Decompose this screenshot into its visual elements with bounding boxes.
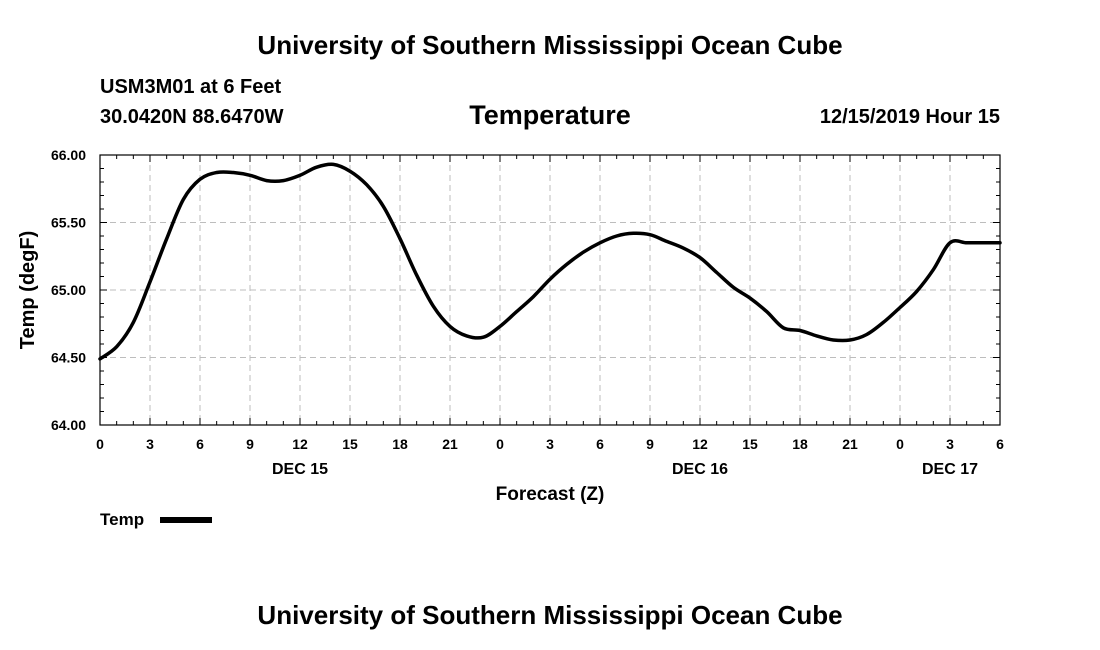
grid-lines: [100, 155, 1000, 425]
x-tick-label: 21: [442, 436, 458, 452]
date-label: DEC 17: [922, 461, 978, 478]
datetime-label: 12/15/2019 Hour 15: [819, 106, 1000, 128]
y-axis-label: Temp (degF): [17, 231, 39, 350]
x-axis-label: Forecast (Z): [496, 484, 605, 505]
date-labels: DEC 15 DEC 16 DEC 17: [272, 461, 978, 478]
x-tick-label: 12: [692, 436, 708, 452]
date-label: DEC 16: [672, 461, 728, 478]
temp-series-line: [98, 162, 1002, 361]
x-tick-label: 3: [146, 436, 154, 452]
station-label: USM3M01 at 6 Feet: [100, 76, 282, 98]
legend-label: Temp: [100, 510, 144, 529]
x-tick-label: 0: [496, 436, 504, 452]
x-tick-label: 18: [792, 436, 808, 452]
x-tick-label: 6: [196, 436, 204, 452]
y-tick-label: 64.00: [51, 417, 86, 433]
y-tick-labels: 64.00 64.50 65.00 65.50 66.00: [51, 147, 86, 433]
x-tick-label: 12: [292, 436, 308, 452]
axis-ticks: [99, 154, 1001, 426]
x-tick-label: 6: [996, 436, 1004, 452]
coordinates-label: 30.0420N 88.6470W: [100, 106, 284, 128]
x-tick-label: 15: [342, 436, 358, 452]
chart-title: Temperature: [469, 100, 631, 130]
x-tick-label: 21: [842, 436, 858, 452]
x-tick-label: 9: [646, 436, 654, 452]
y-tick-label: 65.50: [51, 215, 86, 231]
y-tick-label: 65.00: [51, 282, 86, 298]
x-tick-labels: 0 3 6 9 12 15 18 21 0 3 6 9 12 15 18 21 0 3 6: [96, 436, 1004, 452]
footer-title: University of Southern Mississippi Ocean…: [257, 600, 843, 630]
x-tick-label: 3: [946, 436, 954, 452]
x-tick-label: 9: [246, 436, 254, 452]
x-tick-label: 6: [596, 436, 604, 452]
x-tick-label: 18: [392, 436, 408, 452]
x-tick-label: 3: [546, 436, 554, 452]
x-tick-label: 15: [742, 436, 758, 452]
date-label: DEC 15: [272, 461, 328, 478]
y-tick-label: 66.00: [51, 147, 86, 163]
y-tick-label: 64.50: [51, 350, 86, 366]
x-tick-label: 0: [96, 436, 104, 452]
page-title: University of Southern Mississippi Ocean…: [257, 30, 843, 60]
x-tick-label: 0: [896, 436, 904, 452]
